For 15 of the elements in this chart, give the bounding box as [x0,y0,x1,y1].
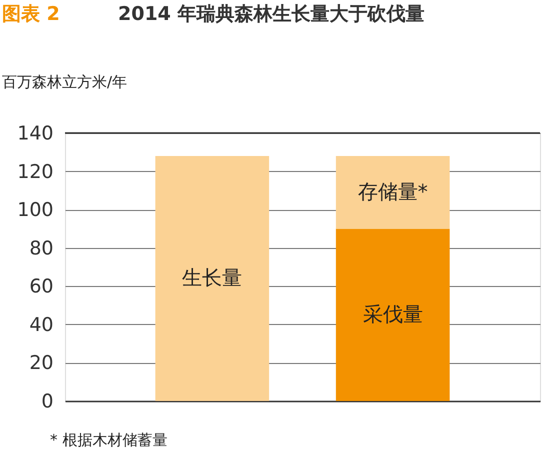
y-tick-label: 60 [29,276,54,298]
y-tick-label: 0 [41,390,54,412]
series-label: 生长量 [182,265,242,290]
y-tick-label: 120 [17,160,54,183]
chart-title: 2014 年瑞典森林生长量大于砍伐量 [118,3,424,25]
y-axis-title: 百万森林立方米/年 [2,73,128,91]
text: * 根据木材储蓄量 [50,431,168,449]
y-tick-label: 80 [29,237,54,260]
y-tick-label: 40 [29,314,54,336]
y-tick-label: 100 [17,199,54,222]
text: 图表 2 [2,3,60,25]
series-label: 采伐量 [362,302,423,326]
series-label: 存储量* [358,179,428,204]
y-tick-label: 20 [29,352,54,374]
y-tick-label: 140 [17,122,54,144]
